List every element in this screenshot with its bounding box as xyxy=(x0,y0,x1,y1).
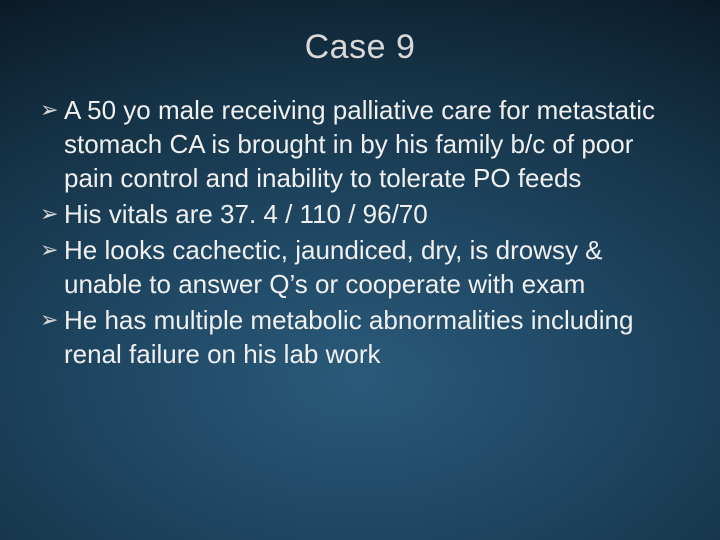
slide: Case 9 ➢ A 50 yo male receiving palliati… xyxy=(0,0,720,540)
chevron-right-icon: ➢ xyxy=(40,303,64,337)
list-item: ➢ He looks cachectic, jaundiced, dry, is… xyxy=(40,233,680,301)
chevron-right-icon: ➢ xyxy=(40,197,64,231)
chevron-right-icon: ➢ xyxy=(40,233,64,267)
slide-title: Case 9 xyxy=(0,0,720,67)
bullet-text: He has multiple metabolic abnormalities … xyxy=(64,303,680,371)
bullet-text: His vitals are 37. 4 / 110 / 96/70 xyxy=(64,197,680,231)
list-item: ➢ His vitals are 37. 4 / 110 / 96/70 xyxy=(40,197,680,231)
chevron-right-icon: ➢ xyxy=(40,93,64,127)
list-item: ➢ A 50 yo male receiving palliative care… xyxy=(40,93,680,195)
bullet-text: A 50 yo male receiving palliative care f… xyxy=(64,93,680,195)
bullet-text: He looks cachectic, jaundiced, dry, is d… xyxy=(64,233,680,301)
slide-body: ➢ A 50 yo male receiving palliative care… xyxy=(0,67,720,371)
list-item: ➢ He has multiple metabolic abnormalitie… xyxy=(40,303,680,371)
